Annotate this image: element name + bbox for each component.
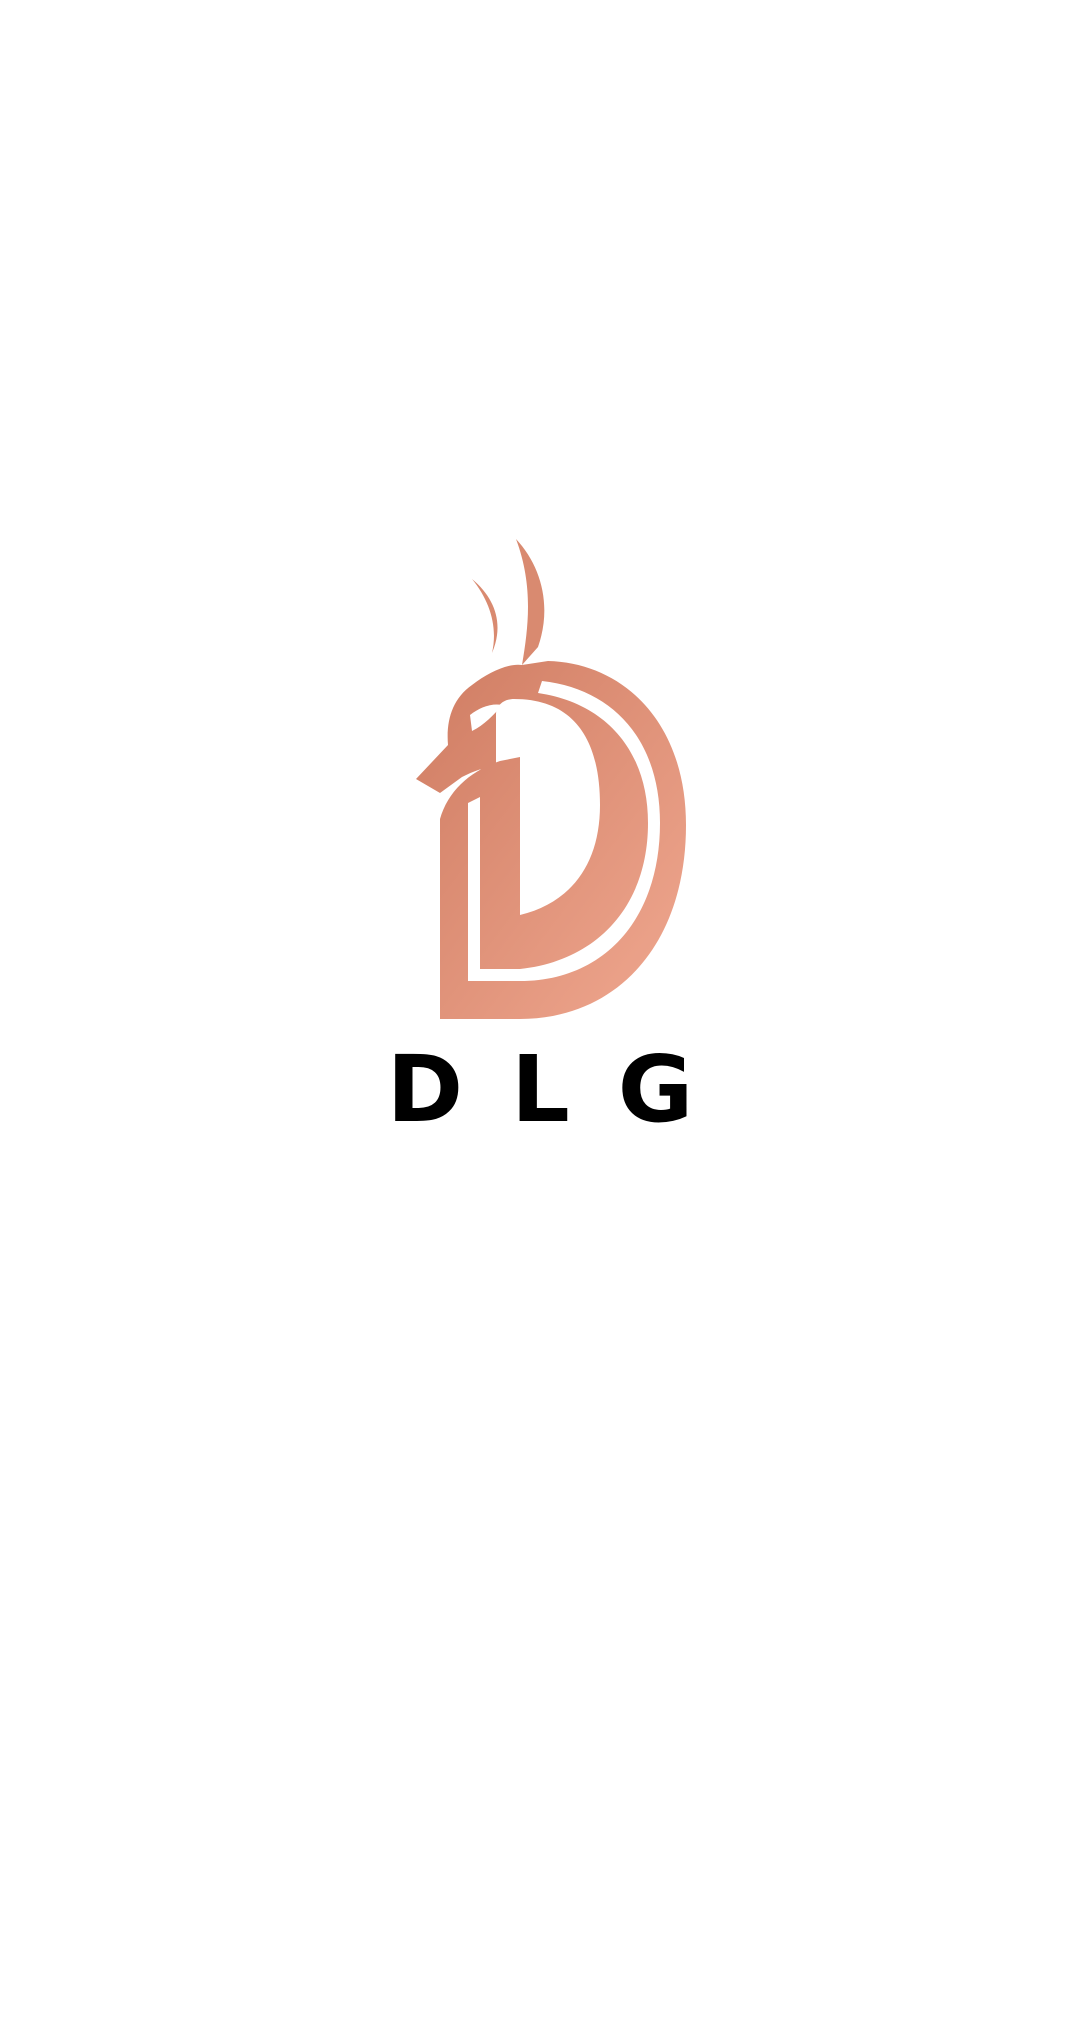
- brand-wordmark: DLG: [386, 1036, 742, 1143]
- dragon-d-logo-icon: [410, 535, 710, 1025]
